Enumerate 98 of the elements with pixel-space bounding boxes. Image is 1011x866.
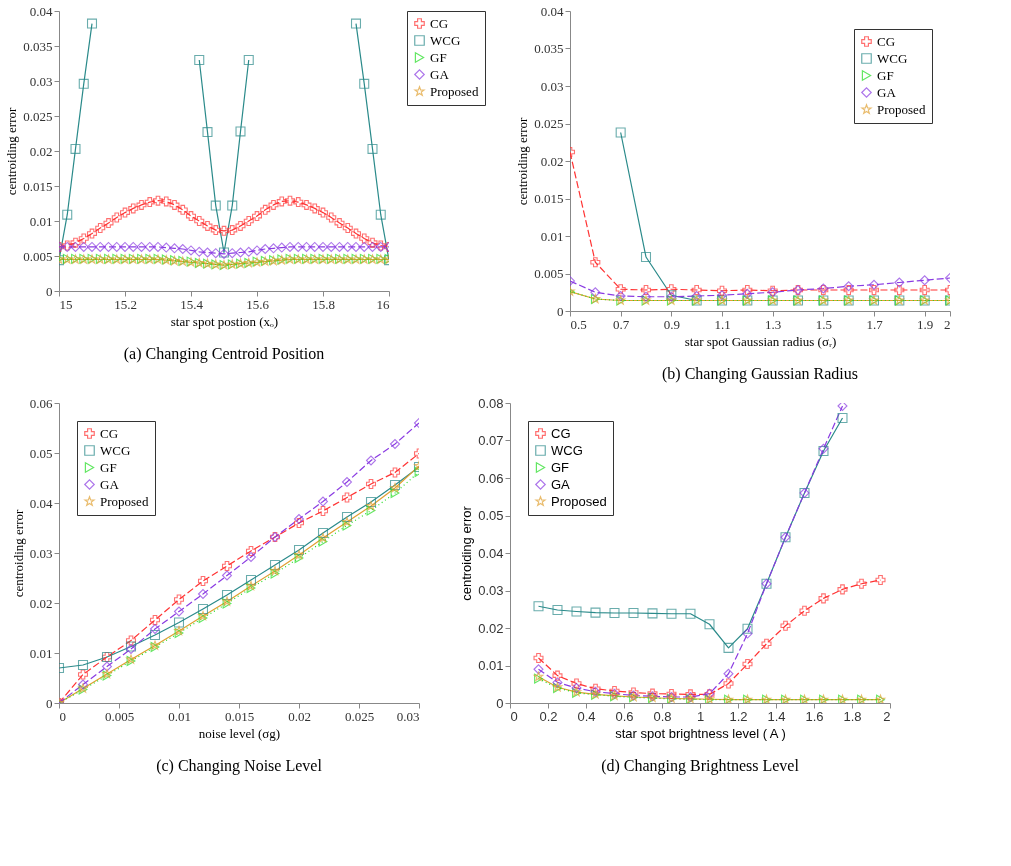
legend-label: WCG bbox=[877, 50, 908, 66]
y-tick-label: 0.035 bbox=[534, 41, 564, 56]
text: (d) Changing Brightness Level bbox=[601, 757, 800, 775]
y-tick-label: 0.05 bbox=[29, 445, 53, 461]
x-axis-title: noise level (σg) bbox=[198, 725, 281, 741]
text: (a) Changing Centroid Position bbox=[123, 345, 325, 363]
y-tick-label: 0.02 bbox=[29, 143, 53, 159]
y-tick-label: 0.06 bbox=[478, 470, 504, 486]
y-tick-label: 0.04 bbox=[540, 3, 564, 19]
x-tick-label: 0.005 bbox=[104, 708, 135, 724]
x-tick-label: 2 bbox=[944, 316, 951, 332]
x-tick-label: 15.4 bbox=[180, 296, 204, 312]
x-tick-label: 0.4 bbox=[577, 708, 596, 724]
y-tick-label: 0.005 bbox=[23, 248, 53, 264]
legend-label: GF bbox=[430, 49, 447, 65]
y-tick-label: 0.03 bbox=[540, 78, 564, 94]
x-tick-label: 0.03 bbox=[396, 708, 420, 724]
y-tick-label: 0.07 bbox=[478, 433, 504, 448]
y-tick-label: 0.03 bbox=[29, 545, 53, 561]
legend-label: GF bbox=[551, 459, 570, 475]
x-tick-label: 0.2 bbox=[539, 708, 558, 724]
x-tick-label: 1.8 bbox=[843, 708, 862, 724]
x-tick-label: 1.4 bbox=[767, 708, 786, 724]
legend-label: CG bbox=[877, 33, 896, 49]
x-tick-label: 15.8 bbox=[312, 296, 335, 312]
x-tick-label: 1.9 bbox=[917, 316, 934, 332]
legend-label: GA bbox=[430, 66, 450, 82]
legend-label: Proposed bbox=[877, 101, 926, 117]
legend-label: WCG bbox=[551, 442, 583, 458]
x-tick-label: 1.3 bbox=[765, 316, 782, 332]
legend-label: Proposed bbox=[430, 83, 479, 99]
x-tick-label: 15.2 bbox=[114, 296, 137, 312]
x-tick-label: 1.1 bbox=[714, 316, 731, 332]
y-tick-label: 0.04 bbox=[29, 3, 53, 19]
x-tick-label: 1.7 bbox=[866, 316, 884, 332]
y-tick-label: 0.01 bbox=[478, 658, 504, 673]
x-tick-label: 0.015 bbox=[224, 708, 255, 724]
y-tick-label: 0.06 bbox=[29, 395, 53, 411]
x-tick-label: 0.9 bbox=[663, 316, 680, 332]
x-tick-label: 16 bbox=[376, 296, 390, 312]
x-tick-label: 0.6 bbox=[615, 708, 634, 724]
y-tick-label: 0 bbox=[496, 695, 504, 711]
x-axis-title: star spot postion (xₒ) bbox=[170, 313, 279, 329]
y-tick-label: 0.015 bbox=[534, 191, 564, 206]
legend-label: CG bbox=[430, 15, 449, 31]
x-tick-label: 1.6 bbox=[805, 708, 824, 724]
x-tick-label: 15 bbox=[59, 296, 73, 312]
text: (b) Changing Gaussian Radius bbox=[662, 365, 858, 383]
y-tick-label: 0.035 bbox=[23, 38, 53, 54]
legend-label: WCG bbox=[100, 442, 131, 458]
x-tick-label: 2 bbox=[883, 708, 891, 724]
x-tick-label: 15.6 bbox=[246, 296, 270, 312]
y-axis-title: centroiding error bbox=[459, 505, 475, 601]
y-tick-label: 0 bbox=[46, 695, 53, 711]
x-tick-label: 1.2 bbox=[729, 708, 748, 724]
x-axis-title: star spot brightness level ( A ) bbox=[615, 725, 786, 741]
legend-label: CG bbox=[100, 425, 119, 441]
y-tick-label: 0.02 bbox=[29, 595, 53, 611]
y-tick-label: 0.015 bbox=[23, 178, 53, 194]
y-tick-label: 0.04 bbox=[29, 495, 53, 511]
x-tick-label: 0.02 bbox=[288, 708, 311, 724]
legend-label: WCG bbox=[430, 32, 461, 48]
x-tick-label: 1 bbox=[696, 708, 705, 724]
y-tick-label: 0.02 bbox=[540, 153, 564, 169]
x-tick-label: 1.5 bbox=[815, 316, 832, 332]
legend-label: GF bbox=[877, 67, 894, 83]
x-tick-label: 0.025 bbox=[344, 708, 375, 724]
y-axis-title: centroiding error bbox=[4, 106, 20, 196]
x-tick-label: 0.01 bbox=[168, 708, 191, 724]
y-tick-label: 0.005 bbox=[534, 266, 564, 281]
legend-label: GA bbox=[100, 476, 120, 492]
y-tick-label: 0.025 bbox=[534, 116, 564, 131]
x-tick-label: 0.8 bbox=[653, 708, 672, 724]
y-tick-label: 0.03 bbox=[29, 73, 53, 89]
legend-label: Proposed bbox=[551, 493, 607, 509]
y-axis-title: centroiding error bbox=[10, 508, 26, 598]
y-axis-title: centroiding error bbox=[515, 116, 531, 206]
y-tick-label: 0.08 bbox=[478, 395, 504, 411]
y-tick-label: 0.01 bbox=[29, 645, 53, 661]
x-axis-title: star spot Gaussian radius (σᵣ) bbox=[684, 333, 837, 349]
x-tick-label: 0 bbox=[510, 708, 518, 724]
y-tick-label: 0.01 bbox=[540, 228, 564, 244]
legend-label: GA bbox=[551, 476, 571, 492]
x-tick-label: 0.5 bbox=[570, 316, 587, 332]
legend-label: GF bbox=[100, 459, 117, 475]
legend-label: Proposed bbox=[100, 493, 149, 509]
text: (c) Changing Noise Level bbox=[156, 757, 323, 775]
x-tick-label: 0 bbox=[59, 708, 66, 724]
x-tick-label: 0.7 bbox=[613, 316, 630, 332]
y-tick-label: 0.03 bbox=[478, 583, 504, 598]
y-tick-label: 0.025 bbox=[23, 108, 53, 124]
legend-label: CG bbox=[551, 425, 571, 441]
legend-label: GA bbox=[877, 84, 897, 100]
y-tick-label: 0.01 bbox=[29, 213, 53, 229]
y-tick-label: 0 bbox=[46, 283, 53, 299]
y-tick-label: 0.05 bbox=[478, 508, 504, 523]
y-tick-label: 0.04 bbox=[478, 545, 504, 561]
y-tick-label: 0.02 bbox=[478, 620, 504, 636]
